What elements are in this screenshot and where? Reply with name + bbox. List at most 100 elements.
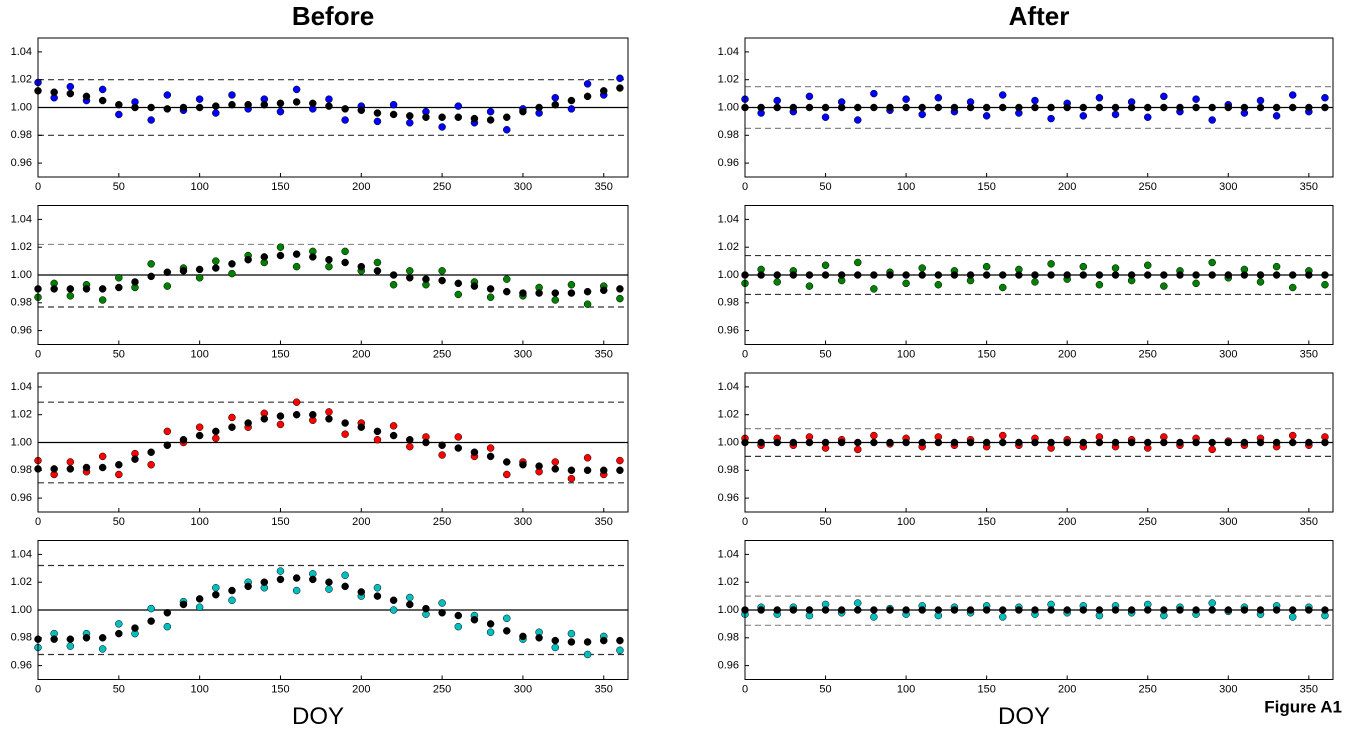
trend-point (1015, 103, 1023, 112)
trend-point (1143, 438, 1152, 447)
trend-point (999, 606, 1007, 614)
x-tick-label: 250 (1139, 348, 1157, 360)
y-tick-label: 1.04 (718, 548, 739, 560)
trend-point (131, 103, 139, 112)
trend-point (244, 255, 252, 264)
trend-point (292, 410, 301, 419)
trend-point (1272, 438, 1281, 447)
trend-point (918, 103, 926, 112)
data-point (583, 300, 592, 308)
trend-point (1321, 606, 1329, 614)
trend-point (600, 466, 608, 475)
x-tick-label: 200 (352, 516, 370, 528)
trend-point (195, 265, 204, 274)
data-point (438, 123, 446, 131)
data-point (292, 398, 301, 406)
data-point (1192, 279, 1200, 288)
trend-point (325, 578, 333, 586)
x-tick-label: 300 (1219, 683, 1237, 695)
trend-point (1047, 103, 1055, 112)
data-point (1095, 94, 1104, 102)
data-point (1272, 262, 1281, 271)
y-tick-label: 1.00 (11, 436, 32, 448)
y-tick-label: 1.00 (718, 604, 739, 616)
x-tick-label: 200 (1058, 181, 1076, 193)
trend-point (503, 627, 511, 635)
y-tick-label: 0.98 (11, 129, 32, 141)
trend-point (486, 452, 495, 461)
y-tick-label: 0.98 (11, 297, 32, 309)
y-tick-label: 0.96 (11, 492, 32, 504)
trend-point (1095, 271, 1104, 279)
y-tick-label: 0.96 (718, 492, 739, 504)
trend-point (886, 438, 894, 447)
trend-point (600, 87, 608, 95)
x-tick-label: 50 (819, 683, 831, 695)
trend-point (1015, 606, 1023, 614)
trend-point (1192, 103, 1200, 112)
trend-point (325, 415, 333, 423)
trend-point (886, 103, 894, 112)
x-tick-label: 0 (742, 683, 748, 695)
trend-point (1240, 438, 1249, 447)
data-point (228, 596, 236, 605)
trend-point (982, 271, 991, 279)
x-tick-label: 200 (352, 683, 370, 695)
trend-point (1288, 438, 1297, 447)
data-point (438, 267, 446, 275)
trend-point (309, 410, 317, 419)
trend-point (551, 289, 560, 297)
data-point (870, 285, 878, 293)
data-point (1143, 113, 1152, 121)
trend-point (179, 600, 188, 609)
trend-point (1079, 438, 1088, 447)
data-point (454, 433, 463, 441)
trend-point (535, 289, 543, 297)
trend-point (325, 102, 333, 110)
plot-frame (744, 205, 1334, 345)
y-tick-label: 0.96 (11, 157, 32, 169)
data-point (228, 269, 236, 278)
y-tick-label: 1.02 (11, 409, 32, 421)
trend-point (1079, 103, 1088, 112)
y-tick-label: 0.96 (11, 660, 32, 672)
trend-point (773, 606, 781, 614)
trend-point (1192, 438, 1200, 447)
data-point (212, 109, 220, 117)
trend-point (1240, 271, 1249, 279)
trend-point (1288, 606, 1297, 614)
data-point (341, 571, 349, 579)
y-tick-label: 1.02 (718, 241, 739, 253)
trend-point (50, 635, 58, 643)
trend-point (454, 444, 463, 452)
x-tick-label: 50 (113, 348, 125, 360)
trend-point (1224, 103, 1233, 112)
trend-point (950, 103, 959, 112)
data-point (98, 85, 107, 94)
trend-point (1047, 271, 1055, 279)
trend-point (1063, 438, 1071, 447)
trend-point (1111, 103, 1120, 112)
x-tick-label: 100 (897, 348, 915, 360)
trend-point (567, 289, 576, 297)
trend-point (179, 267, 188, 275)
trend-point (276, 412, 285, 420)
data-point (854, 116, 862, 124)
trend-point (373, 592, 382, 600)
trend-point (757, 606, 765, 614)
trend-point (50, 88, 58, 96)
trend-point (503, 458, 511, 466)
trend-point (1272, 103, 1281, 112)
y-tick-label: 0.98 (11, 632, 32, 644)
x-tick-label: 50 (819, 181, 831, 193)
trend-point (1256, 606, 1265, 614)
data-point (1272, 112, 1281, 120)
trend-point (1015, 271, 1023, 279)
data-point (821, 113, 830, 121)
trend-point (1192, 271, 1200, 279)
y-tick-label: 1.02 (11, 74, 32, 86)
data-point (276, 420, 285, 429)
data-point (805, 92, 814, 101)
trend-point (1288, 271, 1297, 279)
trend-point (805, 271, 814, 279)
